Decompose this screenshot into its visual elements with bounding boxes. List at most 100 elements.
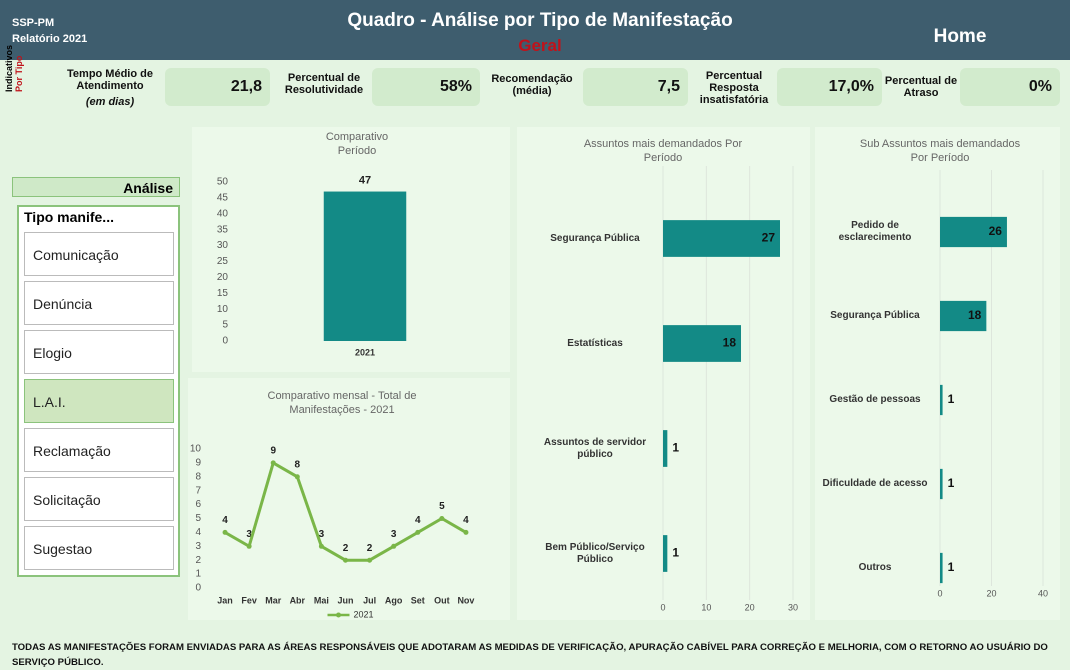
x-tick-label: Ago	[385, 595, 403, 605]
x-tick-label: Jun	[337, 595, 353, 605]
point	[391, 543, 397, 549]
y-tick-label: 25	[217, 256, 229, 267]
legend-marker	[336, 612, 341, 618]
indicator-label: Recomendação (média)	[491, 73, 573, 97]
indicator-label: Percentual Resposta insatisfatória	[699, 70, 769, 106]
y-tick-label: 40	[217, 208, 229, 219]
slicer-title: Tipo manife...	[24, 209, 114, 225]
x-tick-label: Nov	[457, 595, 474, 605]
y-category-label: Dificuldade de acesso	[822, 478, 928, 489]
slicer-option[interactable]: Denúncia	[24, 281, 174, 325]
data-label: 27	[762, 231, 776, 245]
report: Relatório 2021	[12, 33, 88, 45]
indicator-note: (em dias)	[85, 96, 135, 108]
y-tick-label: 30	[217, 240, 229, 251]
y-category-label: Bem Público/Serviço Público	[545, 541, 645, 565]
bar	[663, 325, 741, 362]
data-label: 2	[367, 543, 373, 554]
point	[463, 529, 469, 535]
data-label: 9	[270, 446, 276, 457]
point	[415, 529, 421, 535]
y-tick-label: 45	[217, 193, 229, 204]
bar	[323, 191, 407, 341]
chart-title: Comparativo mensal - Total de Manifestaç…	[267, 390, 417, 416]
y-category-label: Estatísticas	[567, 337, 623, 349]
data-label: 4	[415, 515, 421, 526]
slicer-option[interactable]: Elogio	[24, 330, 174, 374]
bar	[940, 300, 987, 332]
x-tick-label: Mai	[314, 595, 329, 605]
x-tick-label: 0	[660, 602, 665, 612]
data-label: 3	[246, 529, 252, 540]
bar	[940, 384, 943, 416]
y-category-label: Segurança Pública	[830, 310, 920, 321]
point	[294, 474, 300, 480]
y-tick-label: 8	[195, 471, 201, 482]
data-label: 1	[672, 546, 679, 560]
point	[318, 543, 324, 549]
home-button[interactable]: Home	[933, 26, 987, 47]
y-tick-label: 5	[222, 320, 228, 331]
title: Quadro - Análise por Tipo de Manifestaçã…	[347, 10, 733, 31]
slicer-option[interactable]: L.A.I.	[24, 379, 174, 423]
indicator-value: 58%	[439, 78, 472, 95]
data-label: 1	[672, 441, 679, 455]
org: SSP-PM	[12, 17, 55, 29]
indicator-value: 7,5	[657, 78, 680, 95]
chart-title: Comparativo Período	[325, 131, 389, 157]
data-label: 3	[391, 529, 397, 540]
x-tick-label: 0	[937, 588, 942, 598]
x-tick-label: 2021	[355, 347, 375, 357]
x-tick-label: Fev	[241, 595, 257, 605]
data-label: 1	[948, 560, 955, 574]
data-label: 1	[948, 392, 955, 406]
header	[0, 0, 1070, 60]
indicator-label: Percentual de Atraso	[884, 75, 958, 99]
y-tick-label: 6	[195, 499, 201, 510]
x-tick-label: 10	[701, 602, 711, 612]
filter-title: Análise	[12, 177, 180, 197]
point	[439, 516, 445, 521]
slicer-option[interactable]: Sugestao	[24, 526, 174, 570]
indicator-box: 58%	[372, 68, 480, 106]
y-tick-label: 9	[195, 458, 201, 469]
x-tick-label: Set	[411, 595, 425, 605]
indicator-label: Tempo Médio de Atendimento	[67, 68, 153, 92]
slicer-option[interactable]: Solicitação	[24, 477, 174, 521]
bar	[663, 535, 668, 572]
bar	[663, 430, 668, 467]
legend-label: 2021	[354, 609, 374, 619]
point	[367, 557, 373, 563]
bar	[940, 216, 1007, 248]
subtitle: Geral	[518, 36, 562, 55]
data-label: 3	[319, 529, 325, 540]
point	[343, 557, 348, 563]
data-label: 4	[222, 515, 228, 526]
indicator-box: 21,8	[165, 68, 270, 106]
indicator-label: Percentual de Resolutividade	[284, 72, 364, 96]
data-label: 18	[968, 308, 982, 322]
y-tick-label: 4	[195, 527, 201, 538]
data-label: 18	[723, 336, 737, 350]
slicer-option[interactable]: Reclamação	[24, 428, 174, 472]
y-tick-label: 7	[195, 485, 201, 496]
y-tick-label: 50	[217, 177, 229, 188]
y-category-label: Segurança Pública	[550, 232, 640, 244]
y-tick-label: 1	[195, 569, 201, 580]
point	[270, 460, 276, 466]
x-tick-label: Jan	[217, 595, 233, 605]
panel	[188, 378, 510, 620]
y-tick-label: 0	[222, 336, 228, 347]
y-category-label: Outros	[858, 562, 892, 573]
x-tick-label: 30	[788, 602, 798, 612]
y-tick-label: 35	[217, 224, 229, 235]
slicer-option[interactable]: Comunicação	[24, 232, 174, 276]
y-tick-label: 20	[217, 272, 229, 283]
footer: TODAS AS MANIFESTAÇÕES FORAM ENVIADAS PA…	[12, 642, 1048, 668]
data-label: 26	[989, 224, 1003, 238]
data-label: 4	[463, 515, 469, 526]
x-tick-label: 20	[986, 588, 996, 598]
indicator-value: 0%	[1028, 78, 1052, 95]
x-tick-label: Out	[434, 595, 450, 605]
